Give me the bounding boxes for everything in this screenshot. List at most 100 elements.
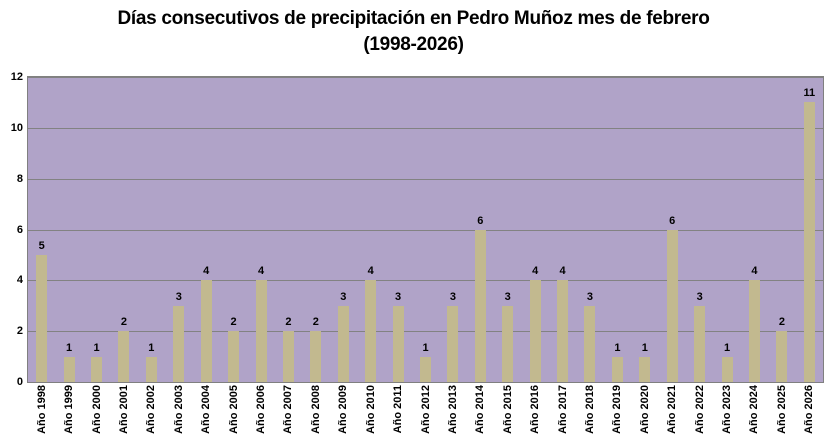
bar-value-label: 3 <box>696 290 703 303</box>
bar-value-label: 2 <box>285 316 292 329</box>
bar-value-label: 11 <box>803 87 816 100</box>
x-tick-label: Año 2000 <box>90 385 103 434</box>
x-tick-label: Año 2014 <box>474 385 487 434</box>
bar <box>557 280 569 382</box>
bar-value-label: 6 <box>477 214 484 227</box>
bar <box>365 280 377 382</box>
bar-value-label: 1 <box>148 341 155 354</box>
bar <box>310 331 322 382</box>
chart-title-line1: Días consecutivos de precipitación en Pe… <box>117 8 710 29</box>
x-tick-label: Año 2001 <box>117 385 130 434</box>
x-tick-label: Año 2012 <box>419 385 432 434</box>
bar <box>228 331 240 382</box>
x-tick-label: Año 2022 <box>693 385 706 434</box>
y-tick-label: 6 <box>16 223 23 236</box>
bar-value-label: 2 <box>778 316 785 329</box>
x-tick-label: Año 2010 <box>364 385 377 434</box>
bar <box>63 356 75 382</box>
bar-value-label: 3 <box>504 290 511 303</box>
gridline <box>28 178 823 180</box>
bar <box>529 280 541 382</box>
bar <box>91 356 103 382</box>
x-tick-label: Año 2024 <box>748 385 761 434</box>
x-tick-label: Año 2015 <box>501 385 514 434</box>
bar <box>200 280 212 382</box>
bar-value-label: 3 <box>586 290 594 303</box>
bar <box>666 229 678 382</box>
x-axis: Año 1998 Año 1999 Año 2000 Año 2001 Año 2002… <box>28 385 823 445</box>
bar-value-label: 4 <box>367 265 374 278</box>
x-tick-label: Año 2005 <box>227 385 240 434</box>
x-tick-label: Año 1998 <box>35 385 48 434</box>
bar-value-label: 1 <box>614 341 621 354</box>
x-tick-label: Año 2026 <box>803 385 816 434</box>
bar <box>420 356 431 382</box>
x-tick-label: Año 2023 <box>721 385 734 434</box>
bar <box>611 356 623 382</box>
bar <box>173 305 185 382</box>
bar-value-label: 2 <box>230 316 237 329</box>
gridline <box>28 229 823 231</box>
bar-value-label: 4 <box>532 265 539 278</box>
gridline <box>28 127 823 129</box>
x-tick-label: Año 2013 <box>446 385 459 434</box>
x-tick-label: Año 2002 <box>145 385 158 434</box>
bar-value-label: 1 <box>641 341 648 354</box>
bar <box>282 331 294 382</box>
bar-value-label: 5 <box>38 239 45 252</box>
x-tick-label: Año 2006 <box>255 385 268 434</box>
gridline <box>28 280 823 282</box>
x-tick-label: Año 2025 <box>775 385 788 434</box>
bar <box>255 280 267 382</box>
bar-value-label: 3 <box>175 290 182 303</box>
bar <box>639 356 651 382</box>
x-tick-label: Año 2019 <box>611 385 624 434</box>
bar <box>447 305 459 382</box>
bar-value-label: 4 <box>559 265 566 278</box>
plot-area: 5 1 1 2 1 3 4 2 4 2 2 3 4 3 1 3 6 3 4 4 3 1 1 6 3 1 4 2 11 <box>27 76 824 383</box>
x-tick-label: Año 2007 <box>282 385 295 434</box>
chart-title: Días consecutivos de precipitación en Pe… <box>0 6 827 58</box>
x-tick-label: Año 2004 <box>200 385 213 434</box>
x-tick-label: Año 2017 <box>556 385 569 434</box>
bar-value-label: 6 <box>669 214 676 227</box>
x-tick-label: Año 1999 <box>63 385 76 434</box>
x-tick-label: Año 2008 <box>309 385 322 434</box>
x-tick-label: Año 2003 <box>172 385 185 434</box>
bar <box>392 305 404 382</box>
bar-value-label: 4 <box>203 265 210 278</box>
bar-value-label: 1 <box>723 341 731 354</box>
bar-value-label: 3 <box>449 290 456 303</box>
bar <box>337 305 349 382</box>
x-tick-label: Año 2020 <box>638 385 651 434</box>
bar-value-label: 1 <box>66 341 73 354</box>
y-tick-label: 0 <box>16 376 23 388</box>
y-tick-label: 12 <box>10 71 23 83</box>
bar <box>36 254 48 382</box>
y-tick-label: 8 <box>16 172 23 185</box>
bar <box>748 280 760 382</box>
chart-title-line2: (1998-2026) <box>363 34 464 55</box>
y-tick-label: 2 <box>16 325 23 338</box>
bar <box>474 229 486 382</box>
x-tick-label: Año 2016 <box>529 385 542 434</box>
bar <box>118 331 130 382</box>
y-axis: 0 2 4 6 8 10 12 <box>0 71 23 388</box>
bar <box>145 356 157 382</box>
bar-value-label: 2 <box>312 316 319 329</box>
bar-value-label: 2 <box>120 316 127 329</box>
bar-value-label: 4 <box>257 265 265 278</box>
bar <box>776 331 788 382</box>
x-tick-label: Año 2009 <box>337 385 350 434</box>
y-tick-label: 4 <box>16 274 23 287</box>
bar-value-label: 3 <box>395 290 402 303</box>
gridline <box>28 331 823 333</box>
bar <box>721 356 733 382</box>
bar-value-label: 4 <box>751 265 758 278</box>
bar <box>803 102 815 382</box>
bar-value-label: 1 <box>93 341 100 354</box>
bar <box>584 305 596 382</box>
x-tick-label: Año 2018 <box>583 385 596 434</box>
y-tick-label: 10 <box>10 121 23 134</box>
